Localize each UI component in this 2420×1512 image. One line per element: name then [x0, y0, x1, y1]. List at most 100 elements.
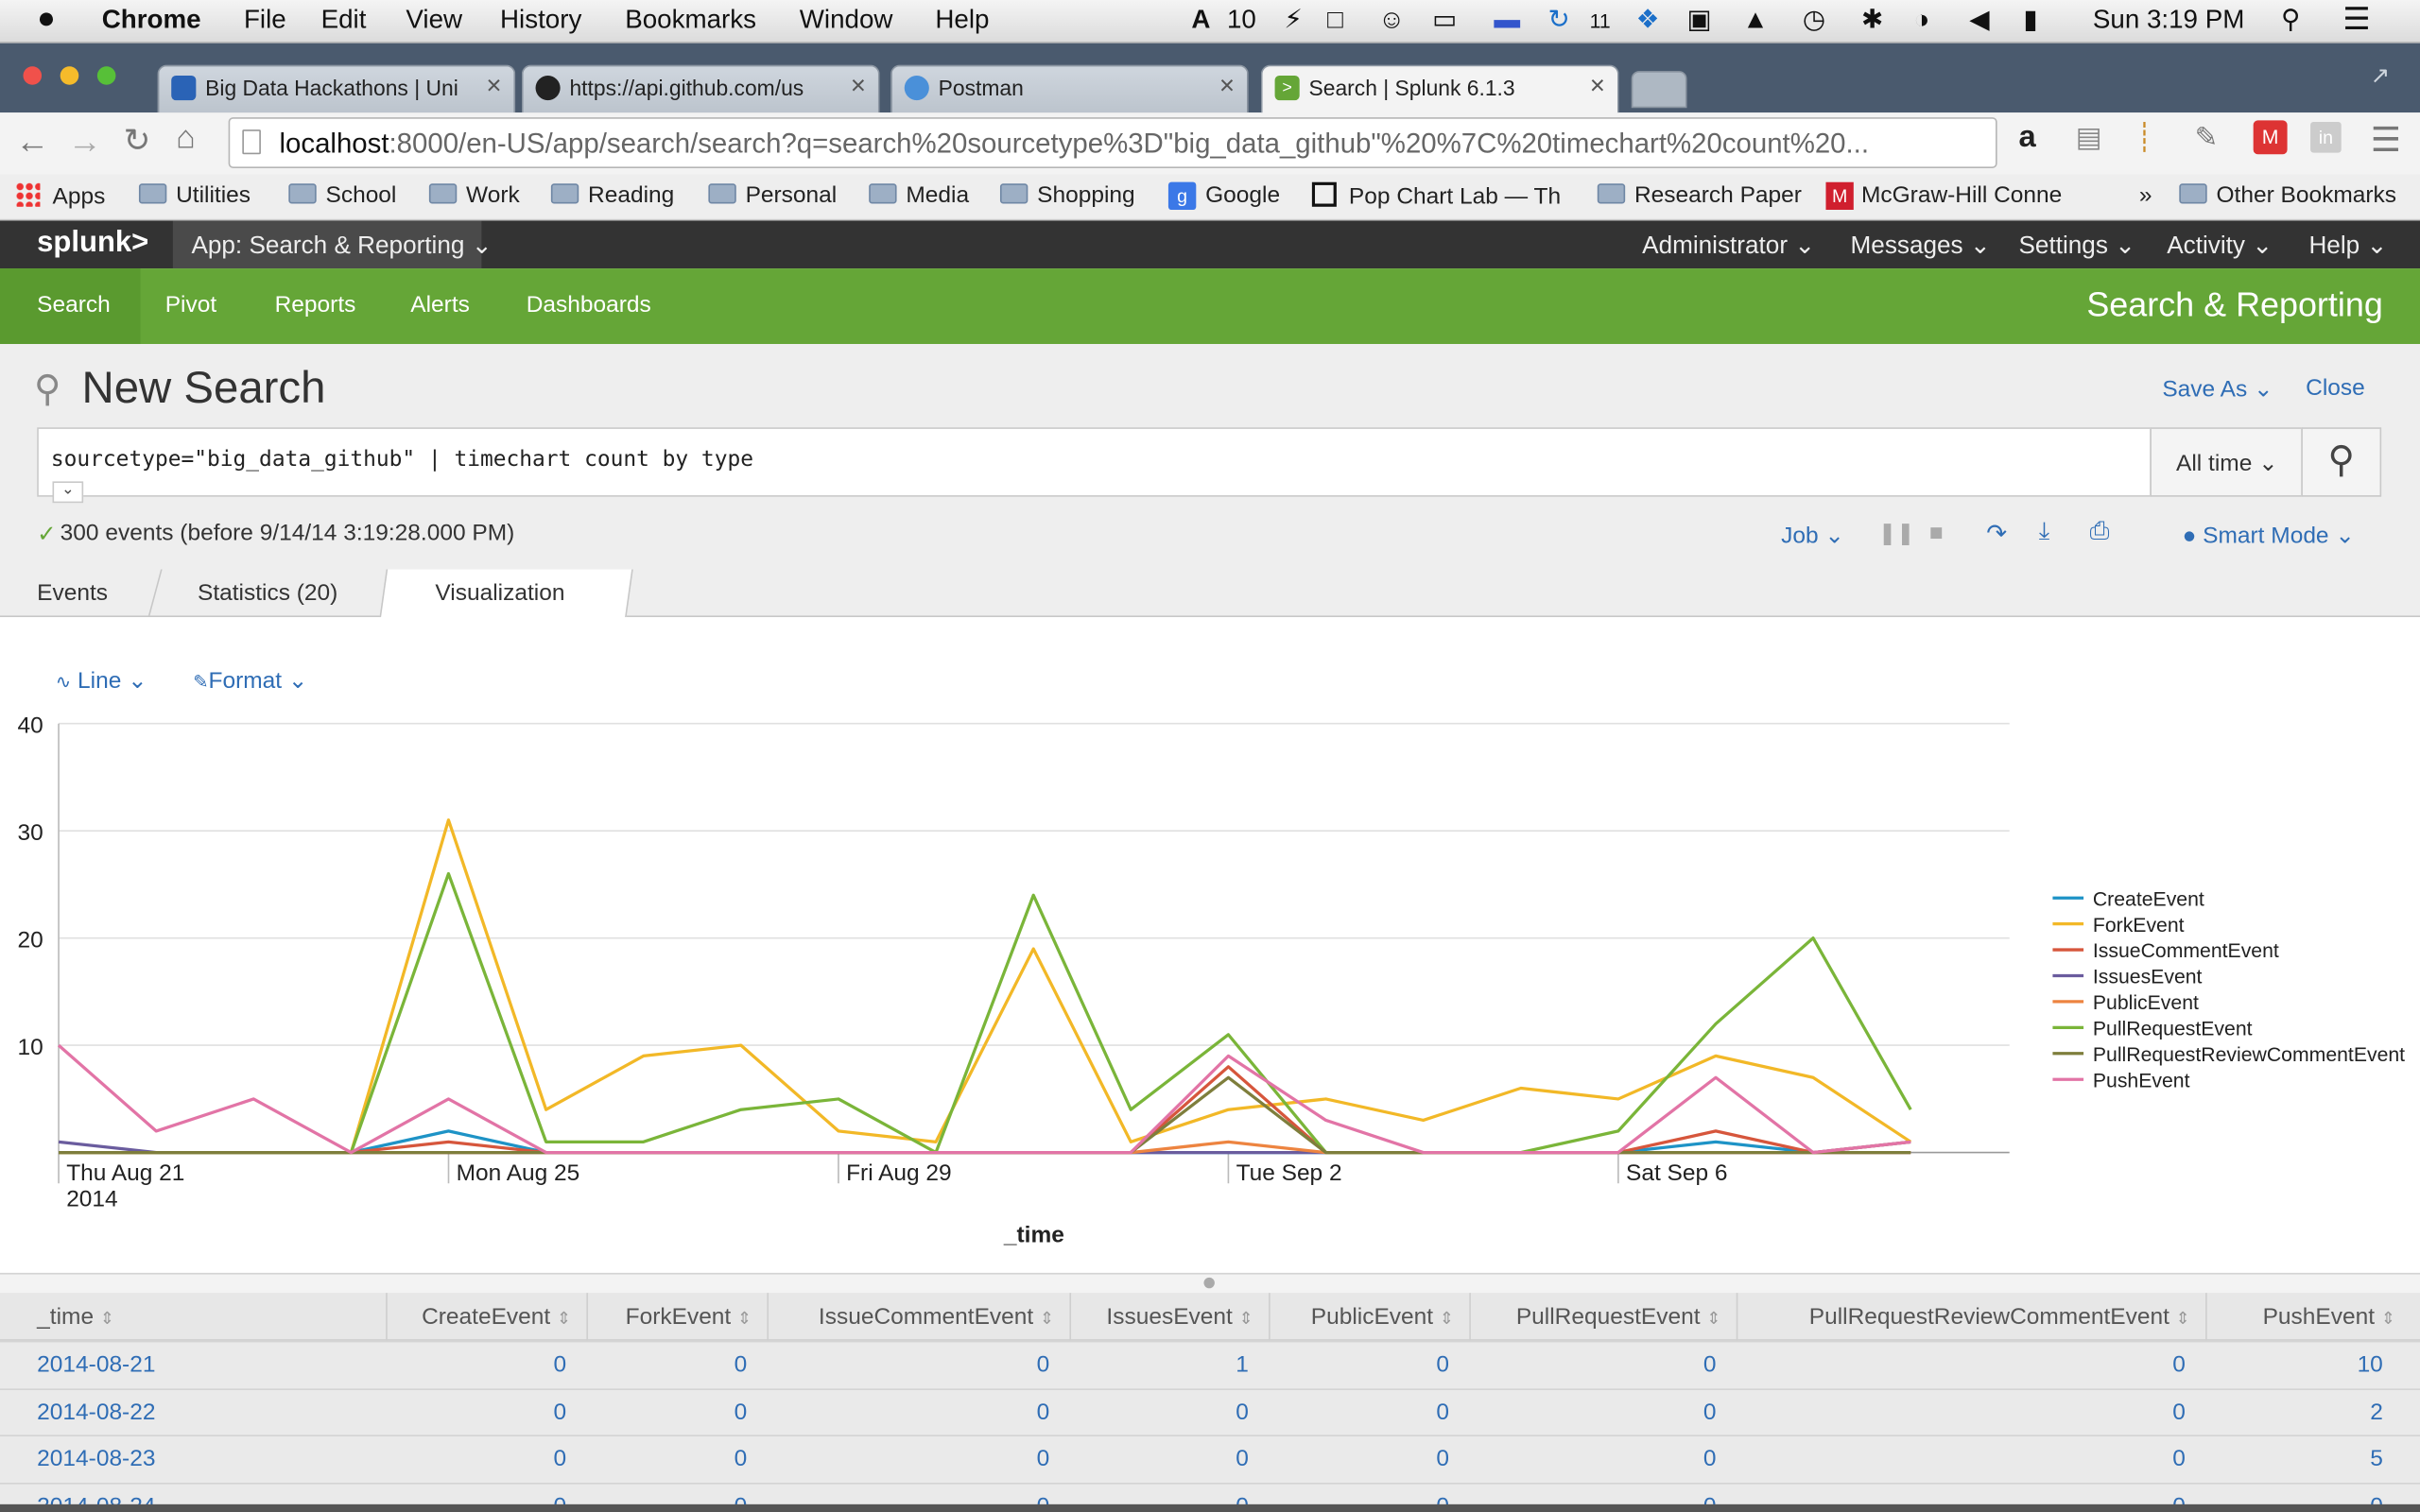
table-cell-value[interactable]: 0	[1036, 1445, 1050, 1472]
app-menu-button[interactable]: App: Search & Reporting ⌄	[191, 232, 493, 260]
table-cell-value[interactable]: 0	[2172, 1351, 2186, 1378]
tab-statistics[interactable]: Statistics (20)	[197, 579, 338, 607]
column-header-issuesevent[interactable]: IssuesEvent ⇕	[1071, 1293, 1270, 1341]
table-cell-value[interactable]: 10	[2357, 1351, 2383, 1378]
volume-icon[interactable]: ◀	[1969, 4, 1990, 34]
column-header-pullrequestreviewcommentevent[interactable]: PullRequestReviewCommentEvent ⇕	[1737, 1293, 2207, 1341]
table-row[interactable]	[0, 1387, 2420, 1435]
spotlight-icon[interactable]: ⚲	[2281, 4, 2301, 34]
menu-history[interactable]: History	[499, 4, 582, 34]
time-machine-icon[interactable]: ◷	[1802, 4, 1826, 34]
nav-search[interactable]: Search	[37, 291, 111, 318]
column-header-publicevent[interactable]: PublicEvent ⇕	[1270, 1293, 1471, 1341]
table-cell-value[interactable]: 0	[553, 1398, 567, 1425]
column-header-time[interactable]: _time ⇕	[0, 1293, 388, 1341]
close-button[interactable]: Close	[2306, 374, 2365, 402]
tab-close-icon[interactable]: ×	[1219, 71, 1236, 101]
tool-extension-icon[interactable]: ┊	[2135, 121, 2153, 153]
battery-monitor-icon[interactable]: ▭	[1432, 4, 1458, 34]
table-cell-value[interactable]: 5	[2370, 1445, 2383, 1472]
expand-search-icon[interactable]: ⌄	[52, 481, 84, 504]
drag-handle-icon[interactable]	[1203, 1277, 1215, 1289]
pause-icon[interactable]: ❚❚	[1877, 520, 1915, 545]
browser-tab-hackathons[interactable]: Big Data Hackathons | Uni ×	[157, 64, 516, 113]
tab-visualization[interactable]: Visualization	[435, 579, 565, 607]
table-cell-value[interactable]: 0	[2172, 1445, 2186, 1472]
minimize-window-icon[interactable]	[60, 66, 79, 85]
airplay-icon[interactable]: ▲	[1742, 4, 1769, 34]
amazon-extension-icon[interactable]: a	[2018, 120, 2036, 155]
backup-status-icon[interactable]: ▣	[1686, 4, 1712, 34]
stop-icon[interactable]: ■	[1928, 520, 1944, 546]
bookmark-personal[interactable]: Personal	[708, 182, 837, 208]
clock[interactable]: Sun 3:19 PM	[2092, 4, 2245, 34]
table-cell-value[interactable]: 0	[553, 1351, 567, 1378]
share-icon[interactable]: ↷	[1986, 521, 2008, 548]
bookmarks-overflow-button[interactable]: »	[2138, 181, 2152, 209]
column-header-forkevent[interactable]: ForkEvent ⇕	[588, 1293, 769, 1341]
table-cell-time[interactable]: 2014-08-21	[37, 1351, 156, 1378]
table-row[interactable]	[0, 1482, 2420, 1512]
readability-extension-icon[interactable]: ▤	[2075, 121, 2102, 153]
gmail-extension-icon[interactable]: M	[2253, 120, 2288, 155]
table-cell-time[interactable]: 2014-08-23	[37, 1445, 156, 1472]
bolt-status-icon[interactable]: ⚡	[1284, 4, 1303, 34]
nav-reports[interactable]: Reports	[274, 291, 356, 318]
nav-alerts[interactable]: Alerts	[410, 291, 470, 318]
table-cell-value[interactable]: 0	[1703, 1445, 1717, 1472]
menu-edit[interactable]: Edit	[320, 4, 367, 34]
chrome-menu-icon[interactable]: ☰	[2370, 120, 2401, 160]
menu-help[interactable]: Help	[935, 4, 990, 34]
bookmark-reading[interactable]: Reading	[550, 182, 674, 208]
table-cell-value[interactable]: 0	[553, 1445, 567, 1472]
nav-dashboards[interactable]: Dashboards	[526, 291, 651, 318]
bookmark-work[interactable]: Work	[428, 182, 520, 208]
dropbox-icon[interactable]: ❖	[1635, 4, 1660, 34]
bookmark-pop-chart-lab[interactable]: Pop Chart Lab — Th	[1311, 181, 1575, 210]
close-window-icon[interactable]	[23, 66, 43, 85]
apple-menu-icon[interactable]: ●	[37, 1, 56, 36]
search-mode-menu[interactable]: ● Smart Mode ⌄	[2182, 523, 2355, 550]
table-cell-value[interactable]: 1	[1236, 1351, 1249, 1378]
messages-menu[interactable]: Messages ⌄	[1850, 232, 1991, 260]
home-icon[interactable]: ⌂	[176, 120, 196, 156]
address-bar[interactable]: localhost:8000/en-US/app/search/search?q…	[228, 117, 1997, 168]
pen-extension-icon[interactable]: ✎	[2194, 121, 2219, 153]
resize-handle[interactable]	[0, 1272, 2420, 1294]
administrator-menu[interactable]: Administrator ⌄	[1642, 232, 1816, 260]
table-cell-value[interactable]: 0	[1436, 1398, 1450, 1425]
menu-view[interactable]: View	[406, 4, 463, 34]
nav-pivot[interactable]: Pivot	[164, 291, 217, 318]
forward-icon[interactable]: →	[67, 121, 102, 161]
settings-menu[interactable]: Settings ⌄	[2018, 232, 2136, 260]
table-cell-value[interactable]: 0	[1703, 1398, 1717, 1425]
format-menu[interactable]: ✎Format ⌄	[193, 667, 308, 695]
splunk-logo[interactable]: splunk>	[37, 226, 149, 260]
browser-tab-github-api[interactable]: https://api.github.com/us ×	[521, 64, 880, 113]
table-cell-value[interactable]: 0	[1436, 1445, 1450, 1472]
time-range-picker[interactable]: All time ⌄	[2150, 427, 2303, 497]
display-status-icon[interactable]: ▬	[1494, 4, 1521, 34]
tab-close-icon[interactable]: ×	[486, 71, 502, 101]
back-icon[interactable]: ←	[15, 121, 50, 161]
table-cell-value[interactable]: 0	[1036, 1351, 1050, 1378]
wifi-icon[interactable]: ◑	[1913, 4, 1930, 34]
search-input[interactable]: sourcetype="big_data_github" | timechart…	[37, 427, 2152, 504]
bookmark-shopping[interactable]: Shopping	[999, 182, 1135, 208]
column-header-issuecommentevent[interactable]: IssueCommentEvent ⇕	[769, 1293, 1072, 1341]
bookmark-mcgraw-hill[interactable]: M McGraw-Hill Conne	[1825, 181, 2080, 211]
search-button[interactable]: ⚲	[2301, 427, 2382, 497]
zoom-window-icon[interactable]	[96, 66, 116, 85]
adobe-status-icon[interactable]: A	[1191, 4, 1211, 34]
fullscreen-icon[interactable]: ↗	[2370, 62, 2391, 90]
table-cell-value[interactable]: 0	[734, 1445, 748, 1472]
column-header-pushevent[interactable]: PushEvent ⇕	[2262, 1303, 2395, 1331]
table-row[interactable]	[0, 1340, 2420, 1387]
new-tab-button[interactable]	[1631, 71, 1687, 109]
export-icon[interactable]: ⤓	[2038, 518, 2050, 545]
tab-events[interactable]: Events	[37, 579, 109, 607]
print-icon[interactable]: ⎙	[2089, 518, 2110, 545]
selection-status-icon[interactable]: □	[1327, 4, 1343, 34]
browser-tab-splunk-search[interactable]: > Search | Splunk 6.1.3 ×	[1260, 64, 1619, 114]
bookmark-media[interactable]: Media	[869, 182, 969, 208]
